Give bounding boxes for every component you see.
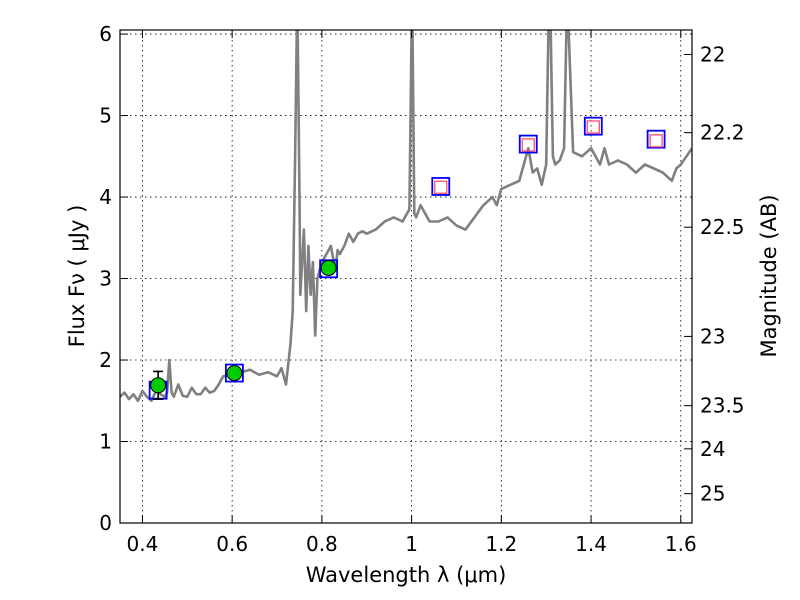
y-tick-label: 2 (99, 348, 112, 372)
model-photometry-square (583, 116, 603, 136)
y2-tick-label: 22.2 (700, 121, 745, 145)
y2-tick-label: 23 (700, 324, 725, 348)
y-tick-label: 0 (99, 511, 112, 535)
y-tick-label: 4 (99, 185, 112, 209)
y2-tick-label: 25 (700, 482, 725, 506)
upper-limit-square (649, 134, 663, 148)
observed-flux-point (150, 377, 167, 394)
x-tick-label: 1.6 (665, 532, 697, 556)
model-photometry-square (518, 134, 538, 154)
y2-tick-label: 22.5 (700, 215, 745, 239)
x-tick-label: 0.4 (127, 532, 159, 556)
y-tick-label: 6 (99, 22, 112, 46)
photometry-markers (148, 116, 666, 400)
model-photometry-square (224, 363, 244, 383)
axis-ticks (120, 30, 692, 524)
upper-limit-square (434, 180, 448, 194)
y2-tick-label: 22 (700, 42, 725, 66)
x-tick-label: 1.2 (485, 532, 517, 556)
spectrum-line (120, 30, 692, 403)
y2-axis-title: Magnitude (AB) (757, 194, 781, 357)
spectrum-layer (120, 30, 692, 403)
model-photometry-square (431, 177, 451, 196)
upper-limit-square (586, 120, 600, 134)
observed-flux-point (320, 259, 337, 276)
observed-flux-point (226, 365, 243, 382)
model-photometry-square (646, 129, 666, 149)
upper-limit-square (521, 138, 535, 152)
y-tick-label: 1 (99, 430, 112, 454)
y-tick-label: 3 (99, 267, 112, 291)
y-axis-title: Flux Fν ( μJy ) (65, 205, 89, 348)
x-tick-label: 0.8 (306, 532, 338, 556)
y-tick-label: 5 (99, 104, 112, 128)
y2-tick-label: 24 (700, 437, 725, 461)
grid-lines (120, 30, 692, 524)
x-tick-label: 1.4 (575, 532, 607, 556)
x-axis-title: Wavelength λ (μm) (306, 563, 507, 587)
x-tick-label: 1 (405, 532, 418, 556)
tick-labels: 0.4 0.6 0.8 1 1.2 1.4 1.601234562222.222.52323… (99, 22, 744, 556)
x-tick-label: 0.6 (216, 532, 248, 556)
plot-frame (119, 29, 693, 524)
y2-tick-label: 23.5 (700, 394, 745, 418)
